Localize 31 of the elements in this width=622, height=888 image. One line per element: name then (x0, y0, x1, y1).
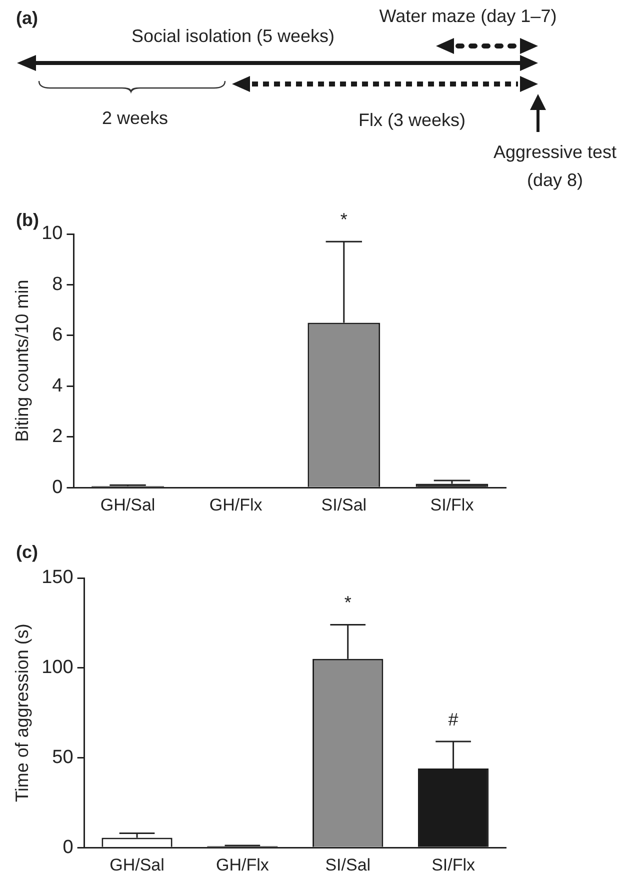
y-tick-label: 8 (52, 274, 63, 295)
text: Aggressive test (day 8) (492, 141, 618, 192)
annotation: # (448, 710, 458, 730)
x-tick-label: GH/Flx (209, 495, 263, 514)
x-tick-label: SI/Sal (325, 855, 371, 874)
y-tick-label: 0 (62, 836, 74, 858)
text: Social isolation (5 weeks) (131, 26, 335, 47)
y-axis-title: Time of aggression (s) (12, 624, 32, 802)
x-tick-label: SI/Flx (432, 855, 476, 874)
x-tick-label: SI/Sal (321, 495, 367, 514)
text: Water maze (day 1–7) (379, 6, 557, 27)
x-tick-label: GH/Sal (100, 495, 156, 514)
y-axis-title: Biting counts/10 min (12, 280, 32, 442)
text: 2 weeks (102, 108, 168, 129)
y-tick-label: 0 (52, 476, 63, 498)
chart-title: (b) (16, 210, 39, 231)
x-tick-label: GH/Flx (216, 855, 270, 874)
y-tick-label: 50 (52, 746, 74, 768)
y-tick-label: 150 (42, 567, 74, 588)
y-tick-label: 6 (52, 324, 63, 346)
y-tick-label: 100 (42, 657, 74, 678)
x-tick-label: SI/Flx (430, 495, 474, 514)
chart-title: (c) (16, 542, 38, 563)
annotation: * (344, 592, 352, 613)
annotation: * (340, 210, 348, 230)
y-tick-label: 4 (52, 375, 64, 396)
y-tick-label: 10 (42, 223, 63, 244)
y-tick-label: 2 (52, 426, 63, 448)
text: (a) (16, 8, 38, 29)
text: Flx (3 weeks) (358, 110, 466, 131)
x-tick-label: GH/Sal (110, 855, 164, 874)
